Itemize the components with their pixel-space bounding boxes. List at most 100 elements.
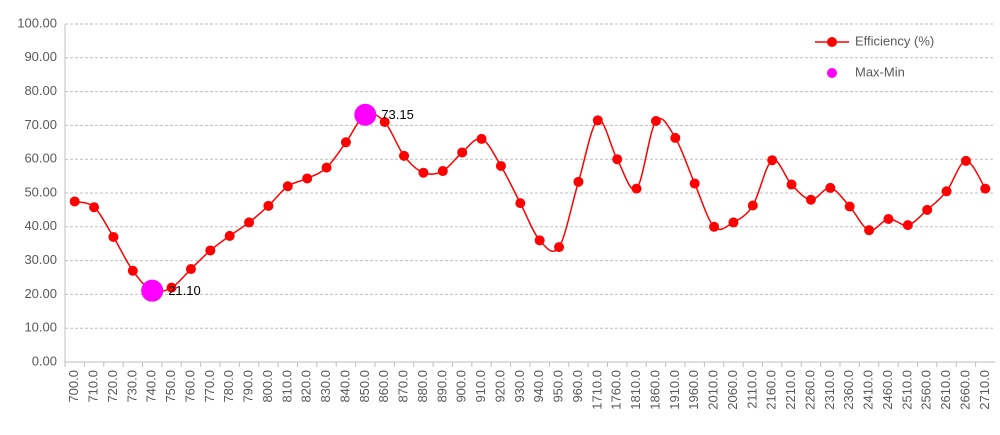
data-point — [437, 166, 448, 177]
legend-marker — [827, 37, 837, 47]
data-point — [592, 115, 603, 126]
data-point — [612, 154, 623, 165]
x-tick-label: 940.0 — [531, 370, 546, 403]
data-point — [844, 201, 855, 212]
data-point — [69, 196, 80, 207]
data-point — [709, 221, 720, 232]
x-tick-label: 2110.0 — [744, 370, 759, 409]
x-tick-label: 780.0 — [221, 370, 236, 403]
data-point — [767, 155, 778, 166]
x-tick-label: 870.0 — [396, 370, 411, 403]
x-tick-label: 790.0 — [241, 370, 256, 403]
x-tick-label: 930.0 — [512, 370, 527, 403]
x-tick-label: 760.0 — [182, 370, 197, 403]
data-point — [941, 186, 952, 197]
x-tick-label: 2610.0 — [938, 370, 953, 410]
x-tick-label: 960.0 — [570, 370, 585, 403]
data-point — [379, 117, 390, 128]
x-tick-label: 710.0 — [86, 370, 101, 403]
x-tick-label: 2360.0 — [841, 370, 856, 410]
data-point — [825, 182, 836, 193]
x-tick-label: 2460.0 — [880, 370, 895, 410]
data-point — [689, 178, 700, 189]
y-tick-label: 30.00 — [24, 252, 57, 267]
x-tick-label: 830.0 — [318, 370, 333, 403]
x-tick-label: 1860.0 — [647, 370, 662, 410]
data-point — [399, 150, 410, 161]
data-point — [515, 198, 526, 209]
data-point — [728, 217, 739, 228]
x-tick-label: 2710.0 — [977, 370, 992, 410]
data-point — [89, 202, 100, 213]
y-tick-label: 80.00 — [24, 83, 57, 98]
data-point — [786, 179, 797, 190]
data-point — [883, 214, 894, 225]
x-tick-label: 840.0 — [337, 370, 352, 403]
data-point — [166, 282, 177, 293]
y-tick-label: 0.00 — [32, 353, 57, 368]
data-point — [960, 155, 971, 166]
x-tick-label: 810.0 — [279, 370, 294, 403]
x-tick-label: 2010.0 — [706, 370, 721, 410]
data-point — [127, 265, 138, 276]
x-tick-label: 950.0 — [551, 370, 566, 403]
data-point — [902, 220, 913, 231]
data-point — [922, 204, 933, 215]
data-point — [321, 162, 332, 173]
data-point — [205, 245, 216, 256]
data-point — [495, 160, 506, 171]
legend-label: Max-Min — [855, 64, 905, 79]
data-label: 73.15 — [381, 107, 414, 122]
y-tick-label: 40.00 — [24, 218, 57, 233]
x-tick-label: 2660.0 — [957, 370, 972, 410]
y-tick-label: 60.00 — [24, 151, 57, 166]
x-tick-label: 720.0 — [105, 370, 120, 403]
y-tick-label: 10.00 — [24, 320, 57, 335]
data-point — [631, 183, 642, 194]
x-tick-label: 730.0 — [124, 370, 139, 403]
y-tick-label: 20.00 — [24, 286, 57, 301]
legend-label: Efficiency (%) — [855, 33, 934, 48]
y-tick-label: 70.00 — [24, 117, 57, 132]
data-point — [864, 225, 875, 236]
data-point — [302, 173, 313, 184]
data-point — [980, 183, 991, 194]
data-point — [340, 137, 351, 148]
x-tick-label: 750.0 — [163, 370, 178, 403]
data-point — [418, 167, 429, 178]
data-point — [263, 200, 274, 211]
x-tick-label: 890.0 — [434, 370, 449, 403]
x-tick-label: 2260.0 — [802, 370, 817, 410]
x-tick-label: 740.0 — [144, 370, 159, 403]
y-tick-label: 50.00 — [24, 184, 57, 199]
legend-box — [800, 24, 982, 94]
x-tick-label: 920.0 — [492, 370, 507, 403]
data-point — [554, 242, 565, 253]
data-point — [476, 133, 487, 144]
data-point — [747, 200, 758, 211]
x-tick-label: 2210.0 — [783, 370, 798, 410]
data-point — [805, 194, 816, 205]
x-tick-label: 1760.0 — [609, 370, 624, 410]
y-tick-label: 90.00 — [24, 49, 57, 64]
x-tick-label: 820.0 — [299, 370, 314, 403]
legend-marker — [827, 68, 837, 78]
x-tick-label: 1710.0 — [589, 370, 604, 410]
y-tick-label: 100.00 — [17, 15, 57, 30]
x-tick-label: 2410.0 — [861, 370, 876, 410]
data-point — [573, 176, 584, 187]
data-point — [670, 132, 681, 143]
x-tick-label: 1810.0 — [628, 370, 643, 410]
x-tick-label: 860.0 — [376, 370, 391, 403]
x-tick-label: 900.0 — [454, 370, 469, 403]
data-point — [224, 230, 235, 241]
x-tick-label: 2310.0 — [822, 370, 837, 410]
max-min-point — [141, 279, 164, 302]
x-tick-label: 2060.0 — [725, 370, 740, 410]
x-tick-label: 1960.0 — [686, 370, 701, 410]
x-tick-label: 880.0 — [415, 370, 430, 403]
x-tick-label: 800.0 — [260, 370, 275, 403]
data-point — [244, 217, 255, 228]
x-tick-label: 850.0 — [357, 370, 372, 403]
